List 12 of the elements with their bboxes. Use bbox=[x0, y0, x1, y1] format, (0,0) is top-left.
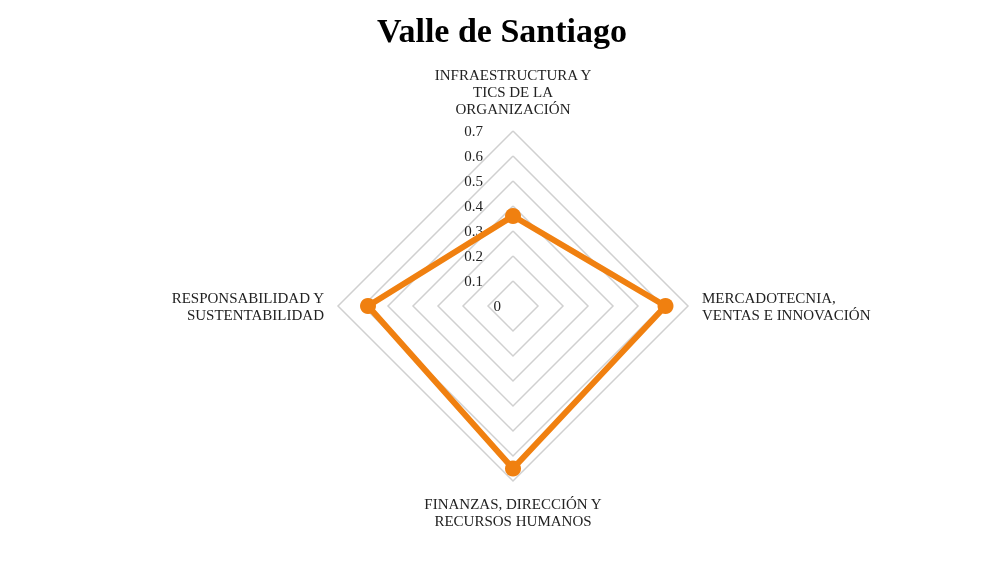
y-tick-label: 0.6 bbox=[464, 148, 484, 164]
y-tick-label: 0.7 bbox=[464, 123, 484, 139]
spoke-label: RESPONSABILIDAD Y SUSTENTABILIDAD bbox=[171, 289, 325, 323]
spoke-label: FINANZAS, DIRECCIÓN Y RECURSOS HUMANOS bbox=[424, 495, 602, 529]
y-tick-label: 0.4 bbox=[464, 198, 484, 214]
chart-title: Valle de Santiago bbox=[376, 11, 628, 49]
y-tick-label: 0 bbox=[493, 298, 501, 314]
y-tick-label: 0.2 bbox=[464, 248, 483, 264]
spoke-label: MERCADOTECNIA, VENTAS E INNOVACIÓN bbox=[702, 289, 871, 323]
y-tick-label: 0.1 bbox=[464, 273, 483, 289]
spoke-label: INFRAESTRUCTURA Y TICS DE LA ORGANIZACIÓN bbox=[434, 66, 592, 117]
y-tick-label: 0.5 bbox=[464, 173, 483, 189]
